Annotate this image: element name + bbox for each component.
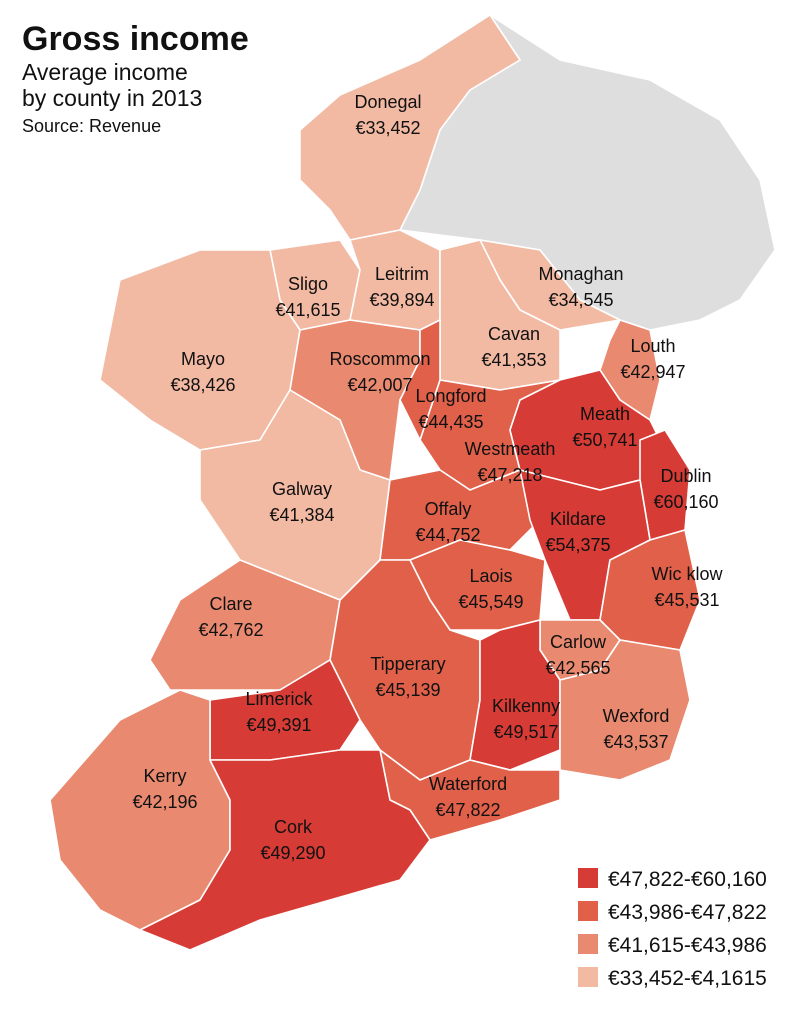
county-name: Laois: [469, 566, 512, 586]
county-name: Donegal: [354, 92, 421, 112]
county-name: Cavan: [488, 324, 540, 344]
county-value: €49,517: [493, 722, 558, 742]
legend-swatch: [578, 934, 598, 954]
legend-label: €33,452-€4,1615: [608, 967, 767, 990]
county-name: Carlow: [550, 632, 607, 652]
county-value: €44,752: [415, 525, 480, 545]
labels: Donegal €33,452 Sligo €41,615 Leitrim €39,894…: [132, 92, 723, 863]
title: Gross income: [22, 20, 249, 58]
county-value: €45,531: [654, 590, 719, 610]
county-name: Mayo: [181, 349, 225, 369]
county-name: Offaly: [425, 499, 472, 519]
legend-label: €41,615-€43,986: [608, 934, 767, 957]
county-value: €42,196: [132, 792, 197, 812]
legend-swatch: [578, 868, 598, 888]
county-name: Kildare: [550, 509, 606, 529]
county-value: €39,894: [369, 290, 434, 310]
county-name: Kerry: [143, 766, 186, 786]
counties: [49, 14, 701, 951]
county-value: €41,384: [269, 505, 334, 525]
county-name: Kilkenny: [492, 696, 560, 716]
county-value: €44,435: [418, 412, 483, 432]
county-name: Louth: [630, 336, 675, 356]
legend: €47,822-€60,160 €43,986-€47,822 €41,615-€4…: [578, 868, 767, 990]
subtitle: Average income: [22, 59, 188, 85]
county-name: Longford: [415, 386, 486, 406]
county: [139, 749, 431, 951]
county-value: €45,549: [458, 592, 523, 612]
county-value: €42,007: [347, 375, 412, 395]
source: Source: Revenue: [22, 116, 161, 136]
county: [559, 639, 691, 781]
county-name: Meath: [580, 404, 630, 424]
county-name: Monaghan: [538, 264, 623, 284]
county-name: Wic klow: [652, 564, 724, 584]
county-value: €42,565: [545, 658, 610, 678]
county-value: €42,947: [620, 362, 685, 382]
county-name: Roscommon: [329, 349, 430, 369]
county-value: €47,822: [435, 800, 500, 820]
county-name: Clare: [209, 594, 252, 614]
county-value: €34,545: [548, 290, 613, 310]
county-name: Limerick: [245, 689, 313, 709]
county-value: €60,160: [653, 492, 718, 512]
county-value: €42,762: [198, 620, 263, 640]
county-value: €43,537: [603, 732, 668, 752]
county: [399, 319, 441, 441]
county-value: €49,290: [260, 843, 325, 863]
county-name: Leitrim: [375, 264, 429, 284]
legend-swatch: [578, 967, 598, 987]
county: [299, 14, 521, 241]
county-name: Westmeath: [465, 439, 556, 459]
county-value: €45,139: [375, 680, 440, 700]
legend-swatch: [578, 901, 598, 921]
county-name: Sligo: [288, 274, 328, 294]
county-name: Cork: [274, 817, 313, 837]
county-name: Galway: [272, 479, 332, 499]
county-value: €54,375: [545, 535, 610, 555]
county-name: Wexford: [603, 706, 670, 726]
legend-label: €47,822-€60,160: [608, 868, 767, 891]
county-name: Dublin: [660, 466, 711, 486]
subtitle: by county in 2013: [22, 85, 202, 111]
county-value: €33,452: [355, 118, 420, 138]
county-name: Waterford: [429, 774, 507, 794]
county-value: €50,741: [572, 430, 637, 450]
county-value: €41,615: [275, 300, 340, 320]
county-value: €49,391: [246, 715, 311, 735]
county-value: €41,353: [481, 350, 546, 370]
county-value: €38,426: [170, 375, 235, 395]
county-name: Tipperary: [370, 654, 445, 674]
legend-label: €43,986-€47,822: [608, 901, 767, 924]
county-value: €47,218: [477, 465, 542, 485]
